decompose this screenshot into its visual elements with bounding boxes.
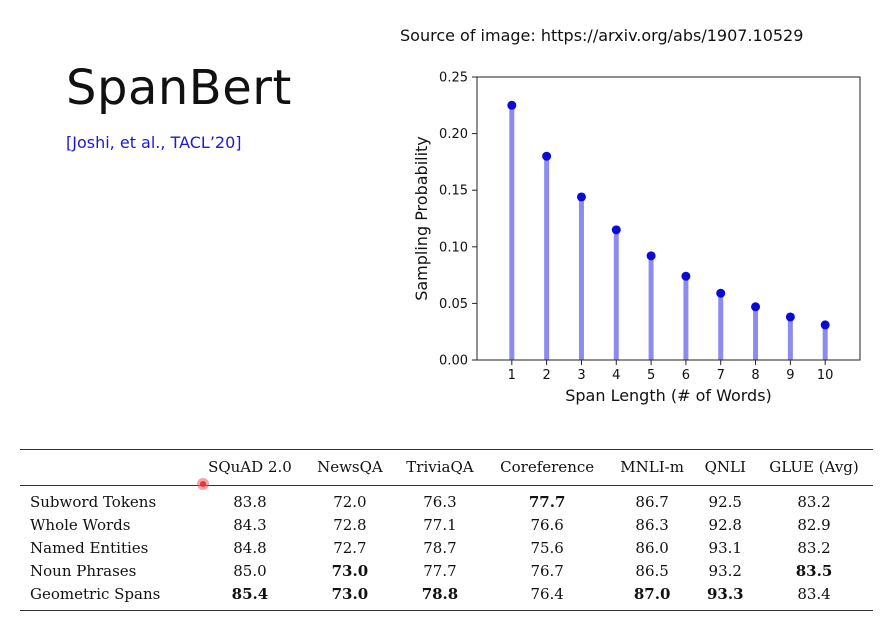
table-header-cell: SQuAD 2.0	[208, 458, 292, 476]
y-axis-label: Sampling Probability	[412, 136, 431, 301]
cursor-pointer-icon	[197, 478, 209, 490]
data-point	[751, 302, 761, 312]
table-cell: 87.0	[633, 585, 671, 603]
plot-frame	[476, 76, 861, 361]
table-header-blank	[20, 450, 195, 486]
table-cell: 73.0	[331, 562, 369, 580]
table-body: Subword Tokens 83.8 72.0 76.3 77.7 86.7 92.5 83…	[20, 486, 873, 611]
table-cell: 86.5	[635, 562, 669, 580]
table-cell: 83.5	[795, 562, 833, 580]
table-header-cell: NewsQA	[317, 458, 383, 476]
table-cell: 83.4	[797, 585, 831, 603]
table-cell: 72.8	[333, 516, 367, 534]
slide-title: SpanBert	[66, 60, 292, 116]
table-cell: 77.7	[423, 562, 457, 580]
table-row-label: Whole Words	[30, 516, 131, 534]
table-header-cell: TriviaQA	[406, 458, 474, 476]
table-cell: 93.2	[708, 562, 742, 580]
y-tick-label: 0.05	[439, 297, 468, 312]
table-cell: 82.9	[797, 516, 831, 534]
table-cell: 92.5	[708, 493, 742, 511]
table-cell: 85.0	[233, 562, 267, 580]
table-cell: 76.6	[530, 516, 564, 534]
table-cell: 78.8	[421, 585, 459, 603]
sampling-probability-chart: 0.00 0.05 0.10 0.15 0.20 0.25 1 2 3 4 5 6 7 8 9 10 Span …	[412, 71, 861, 405]
table-cell: 76.3	[423, 493, 457, 511]
y-tick-label: 0.10	[439, 240, 468, 255]
x-tick-label: 7	[717, 368, 725, 383]
table-cell: 86.3	[635, 516, 669, 534]
table-cell: 84.3	[233, 516, 267, 534]
table-row-label: Noun Phrases	[30, 562, 137, 580]
table-row-label: Named Entities	[30, 539, 149, 557]
table-cell: 84.8	[233, 539, 267, 557]
table-row: Noun Phrases 85.0 73.0 77.7 76.7 86.5 93.2 83.5	[20, 559, 873, 582]
x-tick-label: 8	[751, 368, 759, 383]
table-cell: 78.7	[423, 539, 457, 557]
table-cell: 83.8	[233, 493, 267, 511]
table-header-cell: QNLI	[704, 458, 746, 476]
data-point	[820, 320, 830, 330]
table-cell: 73.0	[331, 585, 369, 603]
data-point	[542, 151, 552, 161]
x-tick-label: 10	[817, 368, 834, 383]
data-point	[576, 192, 586, 202]
table-cell: 93.3	[706, 585, 744, 603]
x-tick-label: 6	[682, 368, 690, 383]
table-header-row: SQuAD 2.0 NewsQA TriviaQA Coreference MNLI-m…	[20, 449, 873, 486]
results-table: SQuAD 2.0 NewsQA TriviaQA Coreference MNLI-m…	[20, 449, 873, 611]
x-tick-label: 3	[577, 368, 585, 383]
table-row: Whole Words 84.3 72.8 77.1 76.6 86.3 92.8 82.9	[20, 513, 873, 536]
table-cell: 92.8	[708, 516, 742, 534]
table-cell: 76.7	[530, 562, 564, 580]
x-tick-label: 2	[542, 368, 550, 383]
x-axis-label: Span Length (# of Words)	[565, 386, 772, 405]
table-cell: 86.7	[635, 493, 669, 511]
data-point	[785, 312, 795, 322]
table-row: Named Entities 84.8 72.7 78.7 75.6 86.0 93.1 83…	[20, 536, 873, 559]
y-tick-label: 0.20	[439, 127, 468, 142]
table-cell: 72.0	[333, 493, 367, 511]
table-cell: 86.0	[635, 539, 669, 557]
table-row: Subword Tokens 83.8 72.0 76.3 77.7 86.7 92.5 83…	[20, 486, 873, 514]
image-source-caption: Source of image: https://arxiv.org/abs/1…	[400, 26, 804, 45]
data-point	[716, 288, 726, 298]
table-header-cell: Coreference	[500, 458, 595, 476]
x-tick-label: 5	[647, 368, 655, 383]
table-cell: 77.7	[528, 493, 566, 511]
citation-link[interactable]: [Joshi, et al., TACL’20]	[66, 133, 242, 152]
y-tick-label: 0.25	[439, 71, 468, 86]
table-cell: 76.4	[530, 585, 564, 603]
table-cell: 83.2	[797, 539, 831, 557]
x-tick-label: 1	[508, 368, 516, 383]
table-header-cell: GLUE (Avg)	[769, 458, 859, 476]
table-cell: 75.6	[530, 539, 564, 557]
table-cell: 83.2	[797, 493, 831, 511]
table-cell: 77.1	[423, 516, 457, 534]
table-header-cell: MNLI-m	[620, 458, 684, 476]
x-tick-label: 4	[612, 368, 620, 383]
data-point	[646, 251, 656, 261]
y-tick-label: 0.15	[439, 184, 468, 199]
table-row-label: Geometric Spans	[30, 585, 161, 603]
data-point	[507, 100, 517, 110]
x-tick-label: 9	[786, 368, 794, 383]
y-tick-label: 0.00	[439, 354, 468, 369]
table-row: Geometric Spans 85.4 73.0 78.8 76.4 87.0 93.3 8…	[20, 582, 873, 611]
table-cell: 72.7	[333, 539, 367, 557]
data-point	[681, 271, 691, 281]
table-row-label: Subword Tokens	[30, 493, 157, 511]
table-cell: 85.4	[231, 585, 269, 603]
data-point	[611, 225, 621, 235]
table-cell: 93.1	[708, 539, 742, 557]
